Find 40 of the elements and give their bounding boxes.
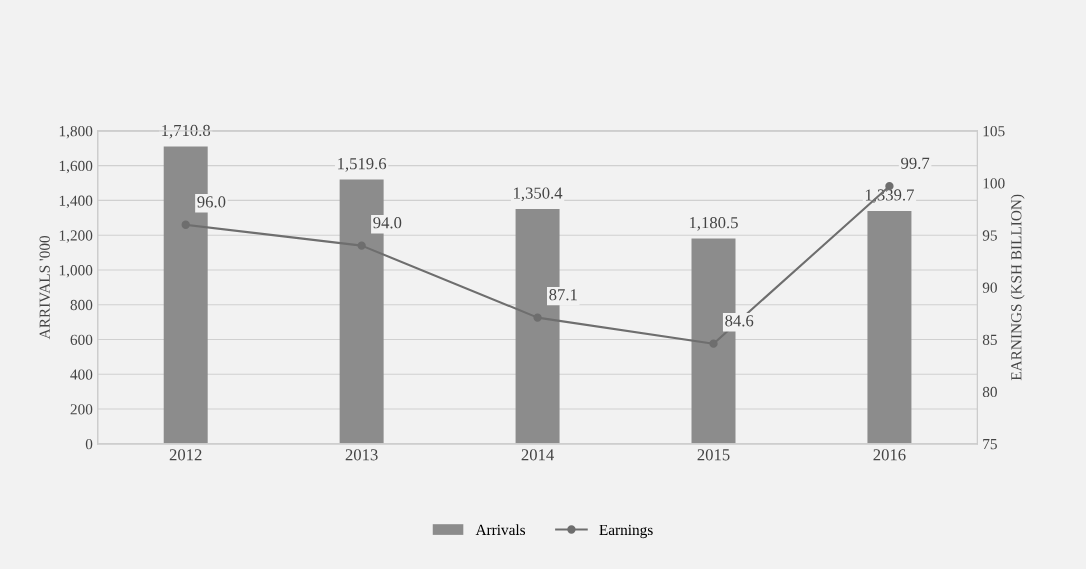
y-tick-label: 200 [70,404,93,415]
point [357,241,366,250]
x-tick-label: 2012 [169,449,202,461]
x-tick-label: 2016 [873,449,906,461]
data-label: 94.0 [373,217,402,229]
x-tick-label: 2014 [521,449,554,461]
y-tick-label: 600 [70,334,93,345]
x-tick-label: 2013 [345,449,378,461]
y-axis-title: ARRIVALS '000 [39,235,50,340]
data-label: 99.7 [901,157,930,169]
y2-tick-label: 100 [983,178,1005,189]
point [709,339,718,348]
y-tick-label: 1,800 [59,126,93,139]
y-tick-label: 1,200 [59,230,93,243]
y-tick-label: 0 [85,438,93,450]
point [181,220,190,229]
y-tick-label: 1,600 [59,160,93,174]
point [533,313,542,322]
y2-tick-label: 95 [982,230,997,241]
data-label: 1,180.5 [689,217,738,231]
x-tick-label: 2015 [697,449,730,461]
y2-tick-label: 75 [983,439,997,450]
data-label: 87.1 [549,289,577,301]
y2-tick-label: 90 [982,282,997,293]
data-label: 84.6 [725,315,754,327]
bar [867,210,912,444]
data-label: 1,519.6 [338,158,387,172]
legend-label: Arrivals [475,524,526,536]
y2-axis-title: EARNINGS (KSH BILLION) [1010,194,1025,381]
data-label: 96.0 [197,196,226,208]
y-tick-label: 1,000 [59,265,93,278]
y2-tick-label: 105 [983,126,1005,137]
y-tick-label: 400 [70,369,93,380]
data-label: 1,350.4 [514,187,563,202]
y2-tick-label: 80 [982,386,997,398]
y-tick-label: 1,400 [59,195,93,209]
legend-label: Earnings [599,524,653,539]
y2-tick-label: 85 [982,334,997,345]
data-label: 1,710.8 [162,124,211,139]
y-tick-label: 800 [70,299,93,311]
